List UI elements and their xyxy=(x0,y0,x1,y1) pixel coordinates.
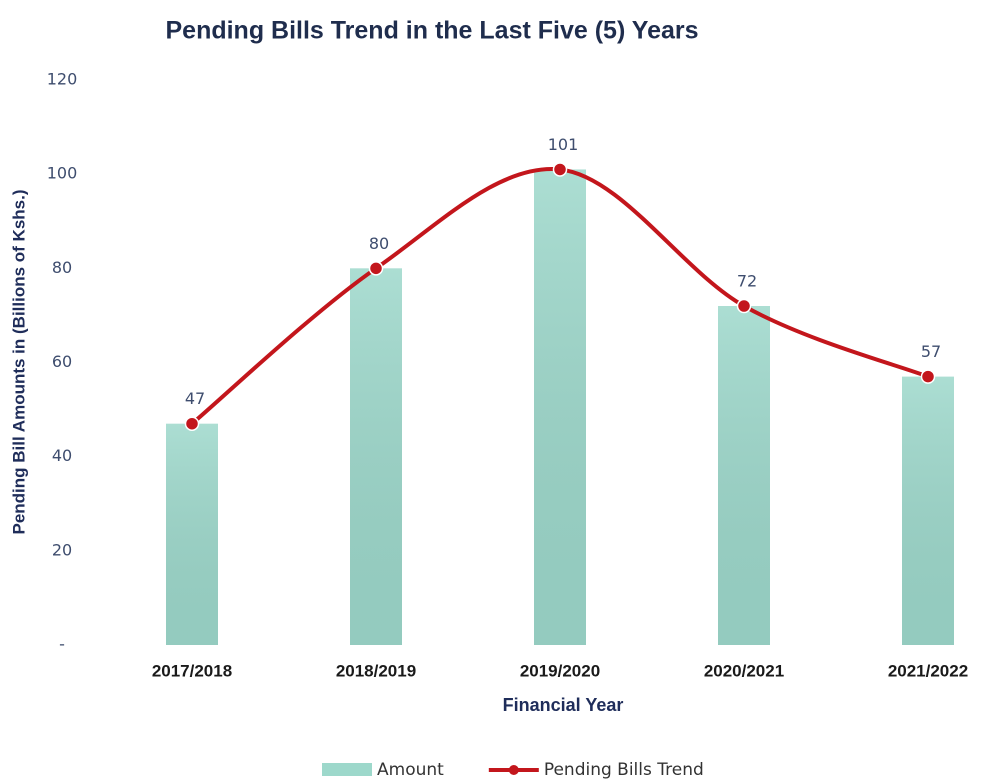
bar-shade xyxy=(350,268,402,645)
data-label: 57 xyxy=(921,342,941,361)
trend-point xyxy=(552,162,568,177)
trend-point xyxy=(736,298,752,314)
data-label: 101 xyxy=(548,135,579,154)
y-tick-label: - xyxy=(59,635,65,654)
bar-shade xyxy=(718,306,770,645)
y-tick-label: 100 xyxy=(47,164,78,183)
trend-point xyxy=(920,369,936,384)
y-tick-label: 120 xyxy=(47,70,78,89)
legend-label: Pending Bills Trend xyxy=(544,760,704,780)
y-tick-label: 80 xyxy=(52,258,72,277)
bar-shade xyxy=(902,376,954,645)
x-tick-label: 2020/2021 xyxy=(704,661,784,680)
bar-shade xyxy=(534,169,586,646)
x-tick-label: 2021/2022 xyxy=(888,661,968,680)
y-tick-label: 60 xyxy=(52,352,72,371)
data-label: 80 xyxy=(369,234,389,253)
x-tick-label: 2019/2020 xyxy=(520,661,600,680)
legend-swatch xyxy=(322,763,372,776)
legend-swatch-point xyxy=(508,765,519,775)
bar-shade xyxy=(166,423,218,645)
x-tick-label: 2017/2018 xyxy=(152,661,232,680)
x-axis-label: Financial Year xyxy=(503,695,624,715)
y-tick-label: 40 xyxy=(52,446,72,465)
x-tick-label: 2018/2019 xyxy=(336,661,416,680)
data-label: 47 xyxy=(185,389,205,408)
trend-point xyxy=(184,416,200,431)
trend-point xyxy=(368,261,384,276)
y-tick-label: 20 xyxy=(52,540,72,559)
y-axis-label: Pending Bill Amounts in (Billions of Ksh… xyxy=(9,189,28,534)
chart-title: Pending Bills Trend in the Last Five (5)… xyxy=(165,17,698,45)
legend-label: Amount xyxy=(377,760,444,780)
data-label: 72 xyxy=(737,272,757,291)
